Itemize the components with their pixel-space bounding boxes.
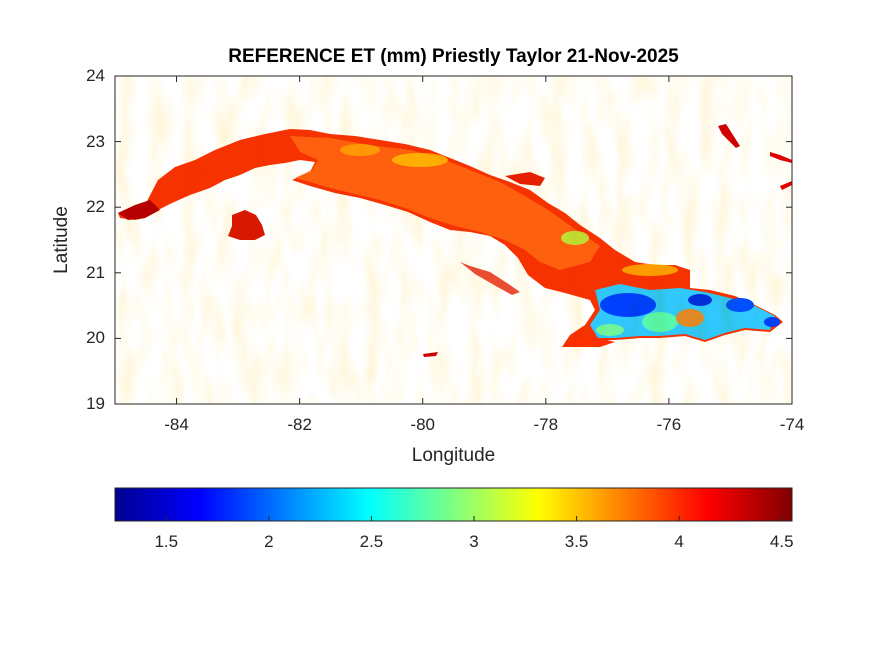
x-tick-marks — [176, 76, 793, 404]
texture-overlay — [115, 76, 792, 404]
x-tick-label: -82 — [287, 415, 312, 434]
colorbar-tick-label: 3.5 — [564, 532, 589, 551]
heatmap-layer — [115, 76, 792, 404]
y-tick-label: 21 — [86, 262, 105, 282]
y-tick-marks — [115, 75, 792, 405]
y-tick-label: 24 — [86, 66, 105, 85]
x-tick-label: -74 — [779, 415, 805, 434]
axes-box — [114, 75, 793, 405]
y-tick-label: 22 — [86, 197, 105, 217]
chart-title: REFERENCE ET (mm) Priestly Taylor 21-Nov… — [228, 46, 679, 67]
colorbar-tick-label: 4.5 — [769, 532, 794, 551]
colorbar-tick-label: 1.5 — [154, 532, 179, 551]
x-axis-label: Longitude — [411, 445, 496, 466]
colorbar-tick-marks — [165, 516, 783, 521]
y-tick-label: 19 — [86, 394, 105, 413]
y-tick-label: 20 — [86, 328, 105, 348]
colorbar-tick-label: 4 — [674, 532, 684, 551]
colorbar-tick-label: 3 — [469, 532, 479, 551]
colorbar-tick-label: 2.5 — [359, 532, 384, 551]
y-tick-label: 23 — [86, 131, 105, 151]
y-axis-label: Latitude — [51, 206, 72, 274]
x-tick-label: -76 — [656, 415, 682, 434]
colorbar-tick-label: 2 — [264, 532, 274, 551]
x-tick-label: -78 — [533, 415, 559, 434]
colorbar — [114, 487, 793, 522]
x-tick-label: -80 — [410, 415, 436, 434]
x-tick-label: -84 — [164, 415, 189, 434]
